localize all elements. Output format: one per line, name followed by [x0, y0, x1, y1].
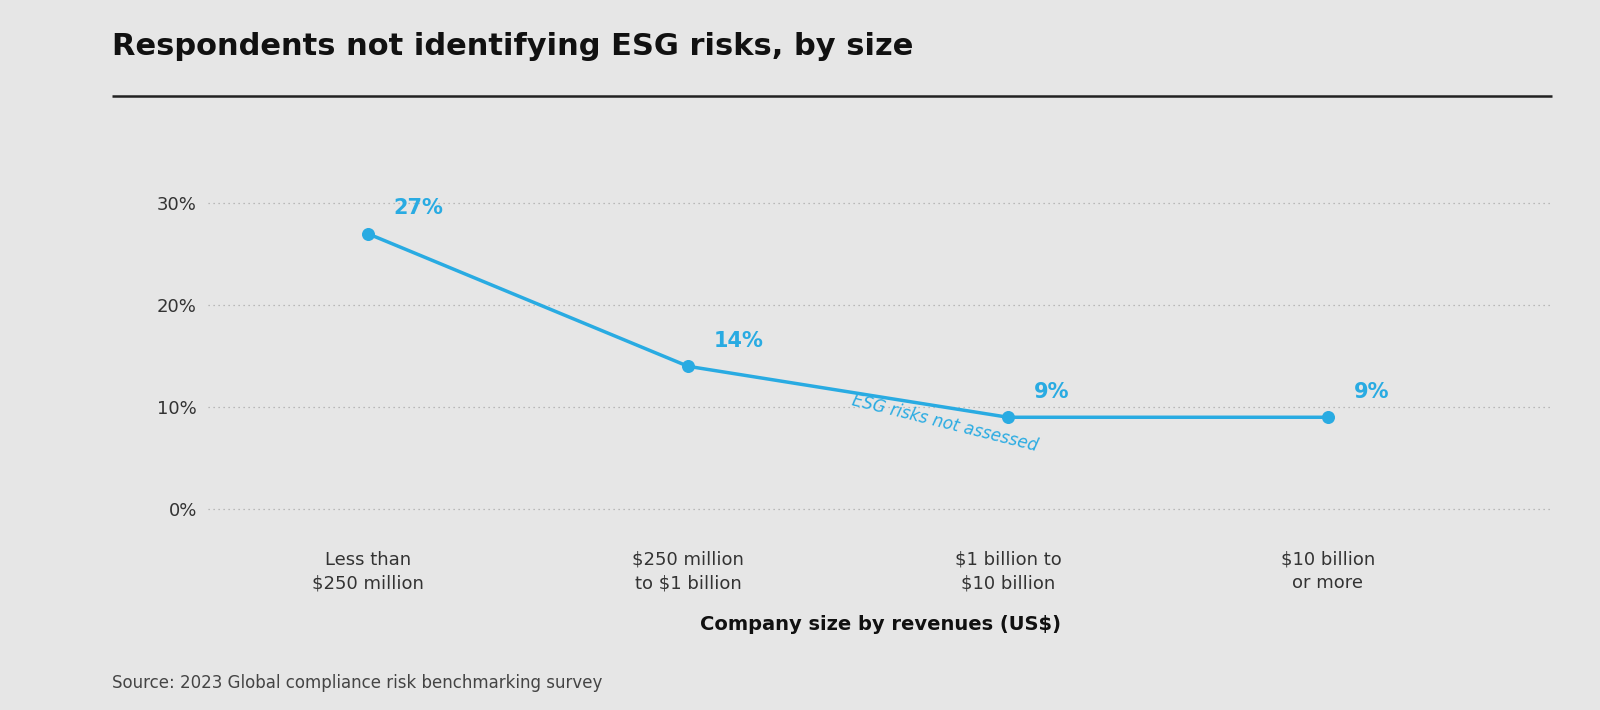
X-axis label: Company size by revenues (US$): Company size by revenues (US$): [699, 615, 1061, 633]
Text: Respondents not identifying ESG risks, by size: Respondents not identifying ESG risks, b…: [112, 32, 914, 61]
Point: [675, 361, 701, 372]
Text: 9%: 9%: [1354, 382, 1389, 402]
Point: [1315, 412, 1341, 423]
Text: Source: 2023 Global compliance risk benchmarking survey: Source: 2023 Global compliance risk benc…: [112, 674, 602, 692]
Text: ESG risks not assessed: ESG risks not assessed: [850, 392, 1040, 455]
Text: 27%: 27%: [394, 199, 443, 219]
Point: [355, 228, 381, 239]
Point: [995, 412, 1021, 423]
Text: 14%: 14%: [714, 331, 763, 351]
Text: 9%: 9%: [1034, 382, 1069, 402]
